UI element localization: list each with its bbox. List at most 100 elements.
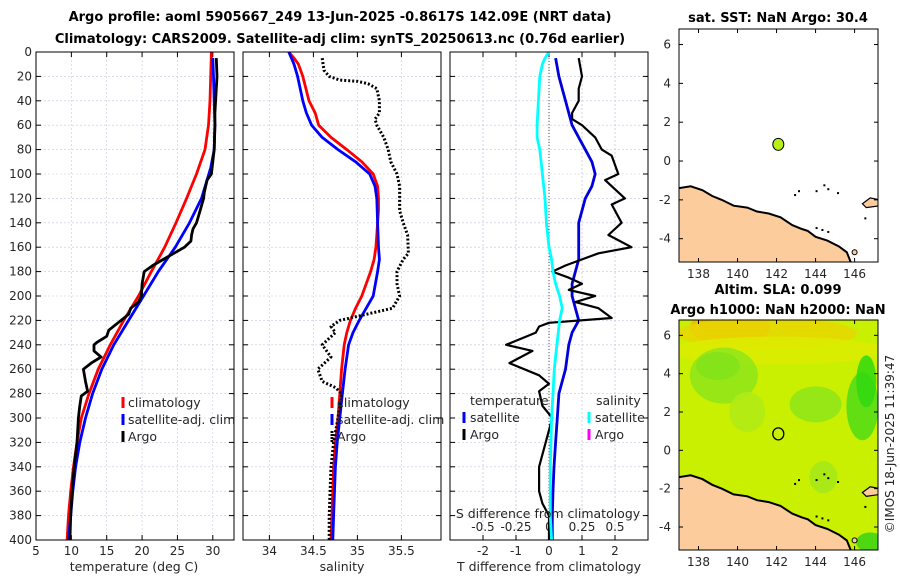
sla-map-title-line2: Argo h1000: NaN h2000: NaN — [670, 303, 885, 318]
legend-label: Argo — [337, 429, 366, 444]
y-tick-label: 340 — [9, 460, 32, 474]
islet — [815, 227, 818, 230]
x-tick-label: 2 — [611, 544, 619, 558]
y-tick-label: 280 — [9, 387, 32, 401]
salinity-panel: 34 34.5 35 35.5 climatology satellite-adj. cl… — [242, 51, 444, 558]
islet — [837, 481, 840, 483]
x-tick-label: 35 — [350, 544, 365, 558]
map-x-tick-label: 146 — [843, 267, 866, 281]
sla-anomaly-region — [856, 532, 878, 550]
legend-group-title: temperature — [470, 393, 549, 408]
map-y-tick-label: 0 — [663, 443, 671, 457]
y-tick-label: 380 — [9, 509, 32, 523]
map-x-tick-label: 138 — [687, 267, 710, 281]
sla-anomaly-region — [809, 461, 838, 494]
map-y-tick-label: 4 — [663, 367, 671, 381]
x2-tick-label: 0.25 — [569, 520, 596, 534]
legend-label: Argo — [470, 427, 499, 442]
y-tick-label: 60 — [17, 118, 32, 132]
temperature-xlabel: temperature (deg C) — [70, 559, 199, 574]
x-tick-label: 25 — [170, 544, 185, 558]
y-tick-label: 180 — [9, 265, 32, 279]
map-content — [679, 320, 878, 550]
legend-group-title: salinity — [596, 393, 641, 408]
sla-anomaly-region — [729, 392, 766, 432]
map-x-tick-label: 138 — [687, 555, 710, 569]
x-tick-label: 0 — [545, 544, 553, 558]
x-tick-label: 34 — [262, 544, 277, 558]
map-x-tick-label: 142 — [765, 267, 788, 281]
islet — [823, 184, 826, 187]
islet — [864, 505, 867, 508]
legend-label: satellite-adj. clim — [337, 412, 444, 427]
y-tick-label: 120 — [9, 191, 32, 205]
y-tick-label: 240 — [9, 338, 32, 352]
y-tick-label: 100 — [9, 167, 32, 181]
x-tick-label: 20 — [134, 544, 149, 558]
islet — [864, 217, 867, 220]
x-tick-label: -1 — [510, 544, 522, 558]
y-tick-label: 360 — [9, 484, 32, 498]
difference-panel: -2-1012-0.5-0.2500.250.5temperaturesalin… — [449, 51, 649, 558]
legend-label: satellite — [595, 410, 645, 425]
salinity-xlabel: salinity — [320, 559, 365, 574]
islet — [827, 477, 830, 480]
y-tick-label: 320 — [9, 435, 32, 449]
y-tick-label: 160 — [9, 240, 32, 254]
map-y-tick-label: 4 — [663, 76, 671, 90]
map-x-tick-label: 144 — [804, 555, 827, 569]
map-y-tick-label: 2 — [663, 115, 671, 129]
legend-label: Argo — [595, 427, 624, 442]
sla-map-panel: 138 140 142 144 146 -4 -2 0 2 4 6 — [659, 319, 879, 569]
legend-label: satellite-adj. clim — [128, 412, 235, 427]
island-small — [851, 249, 858, 256]
islet — [827, 230, 830, 233]
series-argo — [68, 58, 219, 541]
plot-frame — [242, 51, 442, 541]
sla-anomaly-region — [856, 355, 877, 408]
islet — [821, 228, 824, 231]
plot-frame — [449, 51, 649, 541]
island-small — [851, 537, 858, 544]
y-tick-label: 140 — [9, 216, 32, 230]
map-frame — [678, 319, 879, 551]
map-y-tick-label: 0 — [663, 154, 671, 168]
x-tick-label: 15 — [99, 544, 114, 558]
map-y-tick-label: 6 — [663, 328, 671, 342]
x-tick-label: 1 — [578, 544, 586, 558]
argo-float-marker — [772, 427, 785, 441]
series-satellite-adj-clim — [287, 51, 381, 541]
map-y-tick-label: -2 — [659, 193, 671, 207]
map-y-tick-label: 2 — [663, 405, 671, 419]
islet — [815, 515, 818, 518]
islet — [815, 190, 818, 193]
coastline — [679, 474, 852, 550]
map-frame — [678, 28, 879, 263]
y-tick-label: 220 — [9, 313, 32, 327]
t-difference-xlabel: T difference from climatology — [456, 559, 642, 574]
land-new-guinea — [679, 475, 851, 550]
y-tick-label: 40 — [17, 94, 32, 108]
y-tick-label: 260 — [9, 362, 32, 376]
y-tick-label: 200 — [9, 289, 32, 303]
y-tick-label: 80 — [17, 143, 32, 157]
sst-map-title: sat. SST: NaN Argo: 30.4 — [688, 11, 868, 26]
sla-anomaly-region — [789, 386, 842, 423]
plot-frame — [35, 51, 235, 541]
islet — [837, 192, 840, 195]
x-tick-label: 10 — [64, 544, 79, 558]
y-tick-label: 400 — [9, 533, 32, 547]
islet — [821, 517, 824, 520]
map-y-tick-label: 6 — [663, 38, 671, 52]
map-x-tick-label: 142 — [765, 555, 788, 569]
legend-label: climatology — [337, 395, 410, 410]
coastline — [679, 185, 852, 262]
y-tick-label: 300 — [9, 411, 32, 425]
islet — [798, 190, 801, 193]
islet — [798, 479, 801, 482]
x-tick-label: 30 — [205, 544, 220, 558]
temperature-panel: 0 20 40 60 80 100 120 140 160 180 200 220 240 260 280 3… — [9, 45, 235, 558]
series-argo — [316, 57, 410, 540]
sla-map-title-line1: Altim. SLA: 0.099 — [715, 283, 842, 298]
